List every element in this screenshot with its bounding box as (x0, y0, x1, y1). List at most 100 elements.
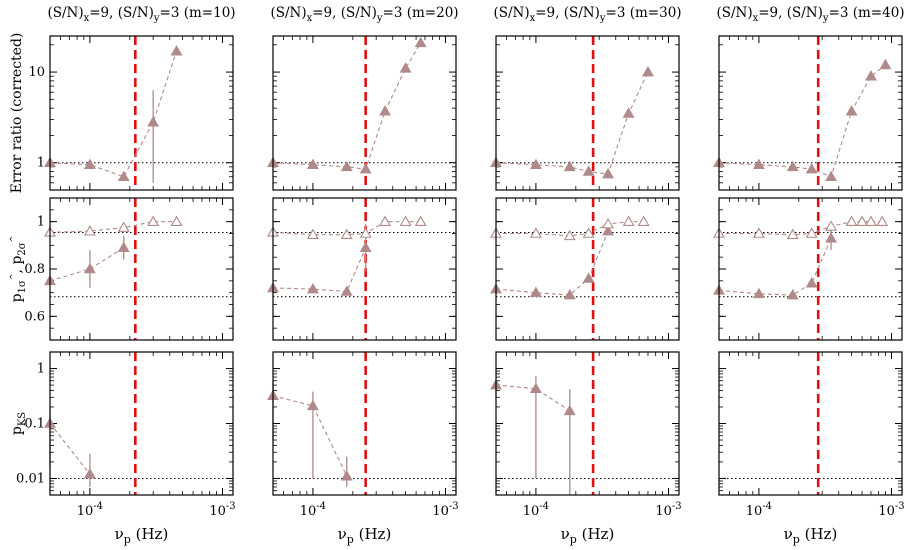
panel-r0-c2: (S/N)x=9, (S/N)y=3 (m=30) (490, 5, 682, 191)
panel-r1-c0: 0.6 0.8 1 (24, 197, 234, 341)
data-point (340, 285, 353, 296)
data-point-open (563, 229, 576, 241)
data-point (414, 36, 427, 48)
data-point (306, 399, 319, 411)
panel-r2-c0: 0.01 0.1 1 10-4 10-3 νp (Hz) (16, 351, 236, 546)
series-line (49, 423, 91, 475)
series-line (495, 71, 649, 175)
x-tick-label: 10-4 (300, 501, 326, 519)
data-point-open (147, 215, 160, 226)
data-point (117, 170, 130, 182)
panel-frame (718, 35, 903, 191)
data-point (340, 470, 353, 481)
column-title: (S/N)x=9, (S/N)y=3 (m=30) (493, 5, 681, 24)
panel-r1-c2 (490, 197, 680, 341)
data-point (359, 163, 372, 174)
data-point-open (622, 215, 635, 226)
data-point-open (786, 228, 799, 239)
data-point-open (83, 225, 96, 236)
data-point (786, 288, 799, 300)
x-axis-label: νp (Hz) (338, 525, 392, 546)
y-tick-label: 0.1 (24, 417, 45, 432)
data-point (83, 467, 96, 479)
panel-r0-c0: 1 10 (S/N)x=9, (S/N)y=3 (m=10) (28, 5, 236, 191)
x-tick-label: 10-4 (523, 501, 549, 519)
data-point-open (306, 228, 319, 239)
data-point (879, 58, 892, 70)
panel-r1-c3 (713, 197, 903, 341)
panel-frame (495, 197, 680, 341)
data-point (865, 70, 877, 81)
data-point-open (529, 227, 542, 238)
panel-r0-c3: (S/N)x=9, (S/N)y=3 (m=40) (713, 5, 905, 191)
y-tick-label: 0.8 (24, 262, 45, 277)
panel-frame (49, 35, 234, 191)
data-point-open (865, 215, 877, 226)
data-point (147, 116, 160, 127)
data-point-open (414, 215, 427, 226)
x-axis-label: νp (Hz) (561, 525, 615, 546)
data-point (359, 241, 372, 252)
data-point (642, 65, 654, 77)
data-point-open (359, 227, 372, 238)
column-title: (S/N)x=9, (S/N)y=3 (m=40) (716, 5, 904, 24)
y-tick-label: 0.01 (16, 471, 45, 486)
y-tick-label: 1 (37, 156, 45, 171)
data-point (752, 287, 765, 299)
column-title: (S/N)x=9, (S/N)y=3 (m=20) (270, 5, 458, 24)
data-point (340, 160, 353, 172)
data-point (602, 225, 614, 236)
data-point (170, 45, 183, 56)
data-point (399, 62, 412, 73)
x-tick-label: 10-4 (746, 501, 772, 519)
data-point (117, 241, 130, 252)
data-point-open (752, 227, 765, 238)
data-point (83, 262, 96, 274)
data-point (752, 158, 765, 170)
x-tick-label: 10-4 (77, 501, 103, 519)
panel-frame (495, 35, 680, 191)
data-point (582, 165, 595, 176)
x-axis-label: νp (Hz) (115, 525, 169, 546)
panel-frame (718, 197, 903, 341)
data-point-open (876, 215, 889, 226)
data-point-open (825, 220, 837, 231)
panel-r1-c1 (267, 197, 457, 341)
panel-r2-c2: 10-4 10-3 νp (Hz) (490, 351, 682, 546)
data-point (379, 105, 391, 116)
panel-r2-c3: 10-4 10-3 νp (Hz) (718, 351, 905, 546)
data-point-open (637, 215, 650, 226)
data-point (845, 105, 858, 116)
data-point-open (399, 215, 412, 226)
column-title: (S/N)x=9, (S/N)y=3 (m=10) (47, 5, 235, 24)
data-point-open (602, 217, 614, 229)
panel-r0-c1: (S/N)x=9, (S/N)y=3 (m=20) (267, 5, 459, 191)
panel-r2-c1: 10-4 10-3 νp (Hz) (267, 351, 459, 546)
data-point (786, 160, 799, 172)
y-tick-label: 10 (28, 65, 45, 80)
y-axis-label-row2: pKS (9, 412, 28, 435)
data-point-open (582, 227, 595, 238)
panel-frame (272, 351, 457, 496)
data-point-open (856, 215, 869, 226)
data-point (306, 283, 319, 294)
data-point (805, 277, 818, 288)
data-point-open (170, 215, 183, 226)
x-tick-label: 10-3 (655, 501, 681, 519)
panel-frame (272, 35, 457, 191)
series-line (272, 395, 348, 477)
panel-frame (49, 351, 234, 496)
series-line (49, 247, 125, 282)
data-point (825, 232, 837, 243)
panel-frame (49, 197, 234, 341)
y-tick-label: 1 (37, 362, 45, 377)
data-point (602, 167, 614, 179)
x-tick-label: 10-3 (209, 501, 235, 519)
series-line (718, 64, 886, 178)
y-tick-label: 0.6 (24, 309, 45, 324)
data-point-open (379, 215, 391, 226)
data-point-open (805, 227, 818, 238)
data-point (529, 382, 542, 393)
data-point (563, 288, 576, 300)
